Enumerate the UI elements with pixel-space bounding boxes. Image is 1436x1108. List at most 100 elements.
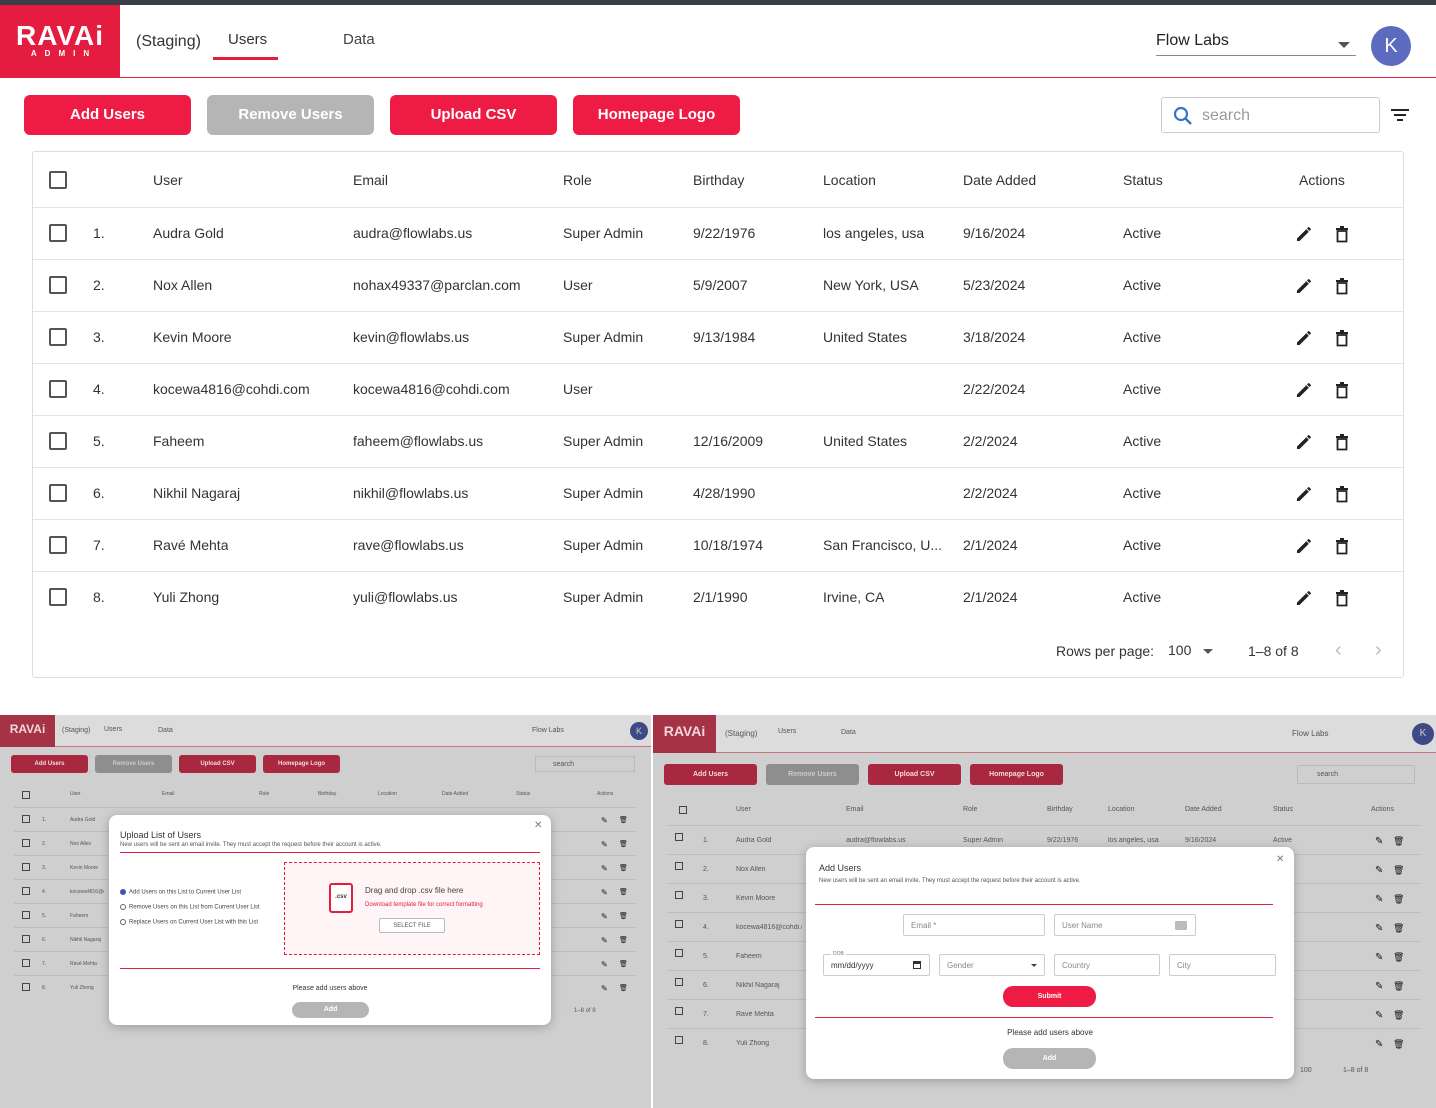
- mini-org-select[interactable]: Flow Labs: [532, 727, 564, 734]
- table-row[interactable]: [33, 311, 1403, 363]
- modal-add-button[interactable]: Add: [292, 1002, 369, 1018]
- mini-trash-icon[interactable]: 🗑: [1393, 1010, 1405, 1020]
- mini-edit-icon[interactable]: ✎: [1375, 865, 1384, 876]
- select-all-checkbox[interactable]: [49, 171, 67, 189]
- trash-icon[interactable]: [1333, 589, 1351, 607]
- tab-data[interactable]: Data: [343, 31, 375, 48]
- upload-csv-button[interactable]: Upload CSV: [390, 95, 557, 135]
- mini-edit-icon[interactable]: ✎: [601, 840, 608, 849]
- city-field[interactable]: City: [1169, 954, 1276, 976]
- edit-icon[interactable]: [1295, 433, 1313, 451]
- mini-trash-icon[interactable]: 🗑: [1393, 981, 1405, 991]
- trash-icon[interactable]: [1333, 485, 1351, 503]
- mini-edit-icon[interactable]: ✎: [1375, 1039, 1384, 1050]
- row-checkbox[interactable]: [49, 276, 67, 294]
- trash-icon[interactable]: [1333, 277, 1351, 295]
- edit-icon[interactable]: [1295, 485, 1313, 503]
- table-row[interactable]: [33, 363, 1403, 415]
- mini-edit-icon[interactable]: ✎: [601, 912, 608, 921]
- mini-trash-icon[interactable]: 🗑: [1393, 952, 1405, 962]
- mini-row-checkbox[interactable]: [675, 978, 683, 986]
- avatar[interactable]: K: [1371, 26, 1411, 66]
- mini-homepage-logo-button[interactable]: Homepage Logo: [970, 764, 1063, 785]
- mini-trash-icon[interactable]: 🗑: [1393, 836, 1405, 846]
- rows-per-page-select[interactable]: 100: [1168, 642, 1214, 658]
- mini-row-checkbox[interactable]: [22, 911, 30, 919]
- edit-icon[interactable]: [1295, 381, 1313, 399]
- mini-edit-icon[interactable]: ✎: [1375, 923, 1384, 934]
- mini-edit-icon[interactable]: ✎: [1375, 836, 1384, 847]
- mini-row-checkbox[interactable]: [22, 983, 30, 991]
- mini-search-input[interactable]: search: [1297, 765, 1415, 784]
- username-field[interactable]: User Name: [1054, 914, 1196, 936]
- mini-row-checkbox[interactable]: [22, 935, 30, 943]
- mini-trash-icon[interactable]: 🗑: [1393, 1039, 1405, 1049]
- mini-trash-icon[interactable]: 🗑: [619, 961, 628, 968]
- row-checkbox[interactable]: [49, 484, 67, 502]
- mini-add-users-button[interactable]: Add Users: [664, 764, 757, 785]
- mini-select-all-checkbox[interactable]: [22, 791, 30, 799]
- mini-tab-data[interactable]: Data: [158, 727, 173, 734]
- row-checkbox[interactable]: [49, 224, 67, 242]
- csv-drop-zone[interactable]: .csv Drag and drop .csv file here Downlo…: [284, 862, 540, 955]
- row-checkbox[interactable]: [49, 588, 67, 606]
- mini-avatar[interactable]: K: [1412, 723, 1434, 745]
- mini-avatar[interactable]: K: [630, 722, 648, 740]
- mini-edit-icon[interactable]: ✎: [601, 960, 608, 969]
- trash-icon[interactable]: [1333, 433, 1351, 451]
- mini-rows-per-page[interactable]: 100: [1300, 1067, 1312, 1074]
- mini-upload-csv-button[interactable]: Upload CSV: [179, 755, 256, 773]
- radio-add-users[interactable]: Add Users on this List to Current User L…: [120, 889, 241, 896]
- mini-table-row[interactable]: 1. Audra Gold audra@flowlabs.us Super Admin…: [667, 825, 1421, 854]
- edit-icon[interactable]: [1295, 589, 1313, 607]
- mini-edit-icon[interactable]: ✎: [1375, 981, 1384, 992]
- next-page-icon[interactable]: ›: [1375, 639, 1382, 661]
- mini-row-checkbox[interactable]: [675, 891, 683, 899]
- mini-trash-icon[interactable]: 🗑: [619, 889, 628, 896]
- mini-edit-icon[interactable]: ✎: [601, 888, 608, 897]
- mini-trash-icon[interactable]: 🗑: [619, 913, 628, 920]
- remove-users-button[interactable]: Remove Users: [207, 95, 374, 135]
- trash-icon[interactable]: [1333, 537, 1351, 555]
- row-checkbox[interactable]: [49, 380, 67, 398]
- org-select[interactable]: Flow Labs: [1156, 32, 1356, 56]
- select-file-button[interactable]: SELECT FILE: [379, 918, 445, 933]
- tab-users[interactable]: Users: [228, 31, 268, 48]
- mini-upload-csv-button[interactable]: Upload CSV: [868, 764, 961, 785]
- column-header-status[interactable]: Status: [1123, 172, 1163, 188]
- mini-edit-icon[interactable]: ✎: [1375, 952, 1384, 963]
- search-input[interactable]: search: [1161, 97, 1380, 133]
- trash-icon[interactable]: [1333, 329, 1351, 347]
- mini-remove-users-button[interactable]: Remove Users: [95, 755, 172, 773]
- mini-edit-icon[interactable]: ✎: [1375, 894, 1384, 905]
- modal-add-button[interactable]: Add: [1003, 1048, 1096, 1069]
- previous-page-icon[interactable]: ‹: [1335, 639, 1342, 661]
- row-checkbox[interactable]: [49, 432, 67, 450]
- row-checkbox[interactable]: [49, 536, 67, 554]
- mini-trash-icon[interactable]: 🗑: [619, 865, 628, 872]
- mini-org-select[interactable]: Flow Labs: [1292, 729, 1329, 738]
- close-icon[interactable]: ✕: [534, 820, 543, 831]
- column-header-role[interactable]: Role: [563, 172, 592, 188]
- country-field[interactable]: Country: [1054, 954, 1160, 976]
- mini-row-checkbox[interactable]: [675, 920, 683, 928]
- trash-icon[interactable]: [1333, 381, 1351, 399]
- mini-search-input[interactable]: search: [535, 756, 635, 772]
- mini-edit-icon[interactable]: ✎: [601, 816, 608, 825]
- mini-trash-icon[interactable]: 🗑: [1393, 923, 1405, 933]
- mini-row-checkbox[interactable]: [22, 887, 30, 895]
- add-users-button[interactable]: Add Users: [24, 95, 191, 135]
- dob-field[interactable]: mm/dd/yyyy: [823, 954, 930, 976]
- mini-trash-icon[interactable]: 🗑: [619, 841, 628, 848]
- table-row[interactable]: [33, 519, 1403, 571]
- mini-add-users-button[interactable]: Add Users: [11, 755, 88, 773]
- homepage-logo-button[interactable]: Homepage Logo: [573, 95, 740, 135]
- mini-edit-icon[interactable]: ✎: [601, 984, 608, 993]
- mini-edit-icon[interactable]: ✎: [601, 936, 608, 945]
- trash-icon[interactable]: [1333, 225, 1351, 243]
- radio-remove-users[interactable]: Remove Users on this List from Current U…: [120, 904, 260, 911]
- mini-tab-users[interactable]: Users: [778, 728, 797, 735]
- mini-select-all-checkbox[interactable]: [679, 806, 687, 814]
- column-header-date-added[interactable]: Date Added: [963, 172, 1037, 188]
- mini-row-checkbox[interactable]: [22, 815, 30, 823]
